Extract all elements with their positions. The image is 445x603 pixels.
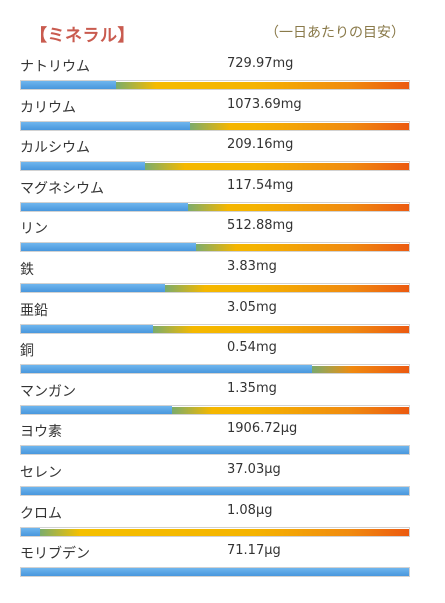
- progress-blend: [172, 406, 213, 414]
- progress-fill: [21, 324, 153, 333]
- mineral-row: カリウム 1073.69mg: [20, 95, 410, 136]
- mineral-row: カルシウム 209.16mg: [20, 135, 410, 176]
- progress-fill: [21, 243, 196, 252]
- mineral-row: クロム 1.08μg: [20, 501, 410, 542]
- progress-fill: [21, 283, 165, 292]
- mineral-value: 3.05mg: [227, 299, 277, 315]
- progress-track: [21, 528, 409, 536]
- progress-fill: [21, 405, 173, 414]
- progress-blend: [164, 284, 205, 292]
- progress-fill: [21, 81, 117, 89]
- mineral-name: クロム: [20, 505, 62, 522]
- progress-fill: [21, 365, 312, 374]
- mineral-name: リン: [20, 221, 48, 238]
- mineral-value: 1.08μg: [227, 502, 273, 518]
- mineral-progress-bar: [20, 404, 410, 415]
- mineral-name: カリウム: [20, 99, 76, 116]
- mineral-progress-bar: [20, 485, 410, 496]
- mineral-name: 銅: [20, 343, 34, 360]
- section-subtitle: （一日あたりの目安）: [265, 25, 405, 41]
- progress-fill: [21, 486, 409, 495]
- mineral-row: セレン 37.03μg: [20, 460, 410, 501]
- mineral-row: 鉄 3.83mg: [20, 257, 410, 298]
- mineral-progress-bar: [20, 526, 410, 537]
- mineral-progress-bar: [20, 242, 410, 253]
- mineral-progress-bar: [20, 120, 410, 131]
- mineral-value: 512.88mg: [227, 218, 294, 234]
- progress-fill: [21, 162, 146, 171]
- mineral-progress-bar: [20, 445, 410, 456]
- panel-header: 【ミネラル】 （一日あたりの目安）: [20, 0, 445, 50]
- progress-blend: [145, 163, 186, 171]
- progress-blend: [152, 325, 193, 333]
- progress-track: [21, 163, 409, 171]
- mineral-value: 209.16mg: [227, 137, 294, 153]
- progress-track: [21, 82, 409, 89]
- mineral-progress-bar: [20, 161, 410, 172]
- mineral-name: マンガン: [20, 383, 76, 400]
- mineral-name: モリブデン: [20, 546, 90, 563]
- mineral-row: モリブデン 71.17μg: [20, 541, 410, 582]
- mineral-value: 117.54mg: [227, 177, 294, 193]
- mineral-list: ナトリウム 729.97mg カリウム 1073.69mg カルシウム 209.16mg マ…: [20, 54, 410, 582]
- mineral-row: マグネシウム 117.54mg: [20, 176, 410, 217]
- mineral-progress-bar: [20, 567, 410, 578]
- mineral-name: ヨウ素: [20, 424, 62, 441]
- progress-fill: [21, 446, 409, 455]
- mineral-row: 亜鉛 3.05mg: [20, 298, 410, 339]
- mineral-row: リン 512.88mg: [20, 216, 410, 257]
- mineral-row: ヨウ素 1906.72μg: [20, 419, 410, 460]
- progress-blend: [312, 366, 352, 374]
- progress-blend: [189, 122, 230, 130]
- mineral-progress-bar: [20, 323, 410, 334]
- progress-track: [21, 406, 409, 414]
- mineral-name: ナトリウム: [20, 59, 90, 75]
- section-title: 【ミネラル】: [30, 26, 135, 46]
- mineral-value: 0.54mg: [227, 340, 277, 356]
- mineral-progress-bar: [20, 80, 410, 90]
- mineral-row: マンガン 1.35mg: [20, 379, 410, 420]
- mineral-name: マグネシウム: [20, 180, 104, 197]
- mineral-name: 亜鉛: [20, 302, 48, 319]
- progress-track: [21, 284, 409, 292]
- mineral-name: 鉄: [20, 261, 34, 278]
- mineral-progress-bar: [20, 282, 410, 293]
- mineral-value: 37.03μg: [227, 461, 281, 477]
- progress-blend: [40, 528, 81, 536]
- progress-fill: [21, 568, 409, 577]
- mineral-row: ナトリウム 729.97mg: [20, 54, 410, 95]
- mineral-progress-bar: [20, 201, 410, 212]
- mineral-row: 銅 0.54mg: [20, 338, 410, 379]
- progress-fill: [21, 121, 190, 130]
- mineral-value: 729.97mg: [227, 56, 294, 71]
- mineral-value: 1073.69mg: [227, 96, 302, 112]
- mineral-value: 3.83mg: [227, 258, 277, 274]
- progress-track: [21, 325, 409, 333]
- progress-blend: [116, 82, 157, 89]
- mineral-name: セレン: [20, 464, 62, 481]
- progress-blend: [195, 244, 236, 252]
- progress-fill: [21, 527, 41, 536]
- mineral-name: カルシウム: [20, 140, 90, 157]
- progress-blend: [187, 203, 228, 211]
- mineral-progress-bar: [20, 364, 410, 375]
- mineral-value: 1.35mg: [227, 380, 277, 396]
- progress-fill: [21, 202, 188, 211]
- mineral-value: 1906.72μg: [227, 421, 298, 437]
- mineral-value: 71.17μg: [227, 543, 281, 559]
